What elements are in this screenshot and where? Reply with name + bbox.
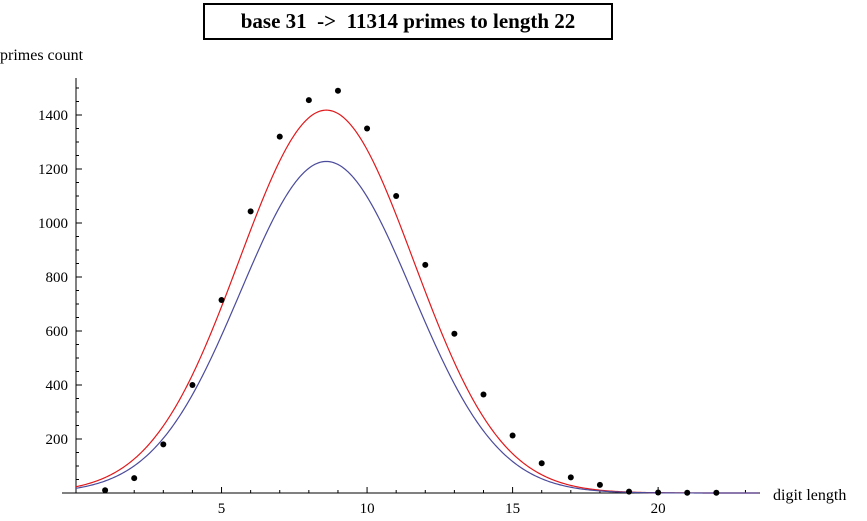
data-point	[276, 133, 283, 140]
data-point	[567, 474, 574, 481]
chart-title: base 31 -> 11314 primes to length 22	[203, 3, 613, 40]
x-tick-label: 5	[218, 501, 226, 517]
data-point	[218, 296, 225, 303]
y-tick-label: 600	[46, 324, 69, 340]
x-tick-label: 20	[651, 501, 666, 517]
y-tick-label: 200	[46, 432, 69, 448]
data-point	[247, 208, 254, 215]
y-tick-label: 1200	[38, 162, 68, 178]
data-point	[334, 87, 341, 94]
data-point	[480, 391, 487, 398]
fit-curve	[75, 160, 759, 494]
data-point	[684, 489, 691, 496]
data-point	[131, 475, 138, 482]
data-point	[509, 432, 516, 439]
data-point	[596, 481, 603, 488]
fit-curve	[75, 109, 759, 494]
data-point	[160, 441, 167, 448]
data-point	[364, 125, 371, 132]
x-axis-label: digit length	[773, 487, 846, 504]
data-point	[626, 488, 633, 495]
y-tick-label: 400	[46, 378, 69, 394]
data-point	[422, 261, 429, 268]
data-point	[305, 97, 312, 104]
y-tick-label: 1400	[38, 108, 68, 124]
data-point	[655, 489, 662, 496]
data-point	[189, 382, 196, 388]
axes: 5 10 15 20 200 400 600 800 1000 1200 1400	[38, 78, 760, 517]
curves	[75, 109, 759, 494]
x-tick-label: 10	[360, 501, 375, 517]
x-tick-label: 15	[505, 501, 520, 517]
y-axis-label: primes count	[0, 47, 84, 64]
y-tick-label: 1000	[38, 216, 68, 232]
data-point	[102, 487, 109, 494]
data-points	[102, 87, 720, 496]
data-point	[713, 489, 720, 496]
data-point	[393, 193, 400, 199]
data-point	[538, 460, 545, 467]
data-point	[451, 330, 458, 337]
y-tick-label: 800	[46, 270, 69, 286]
